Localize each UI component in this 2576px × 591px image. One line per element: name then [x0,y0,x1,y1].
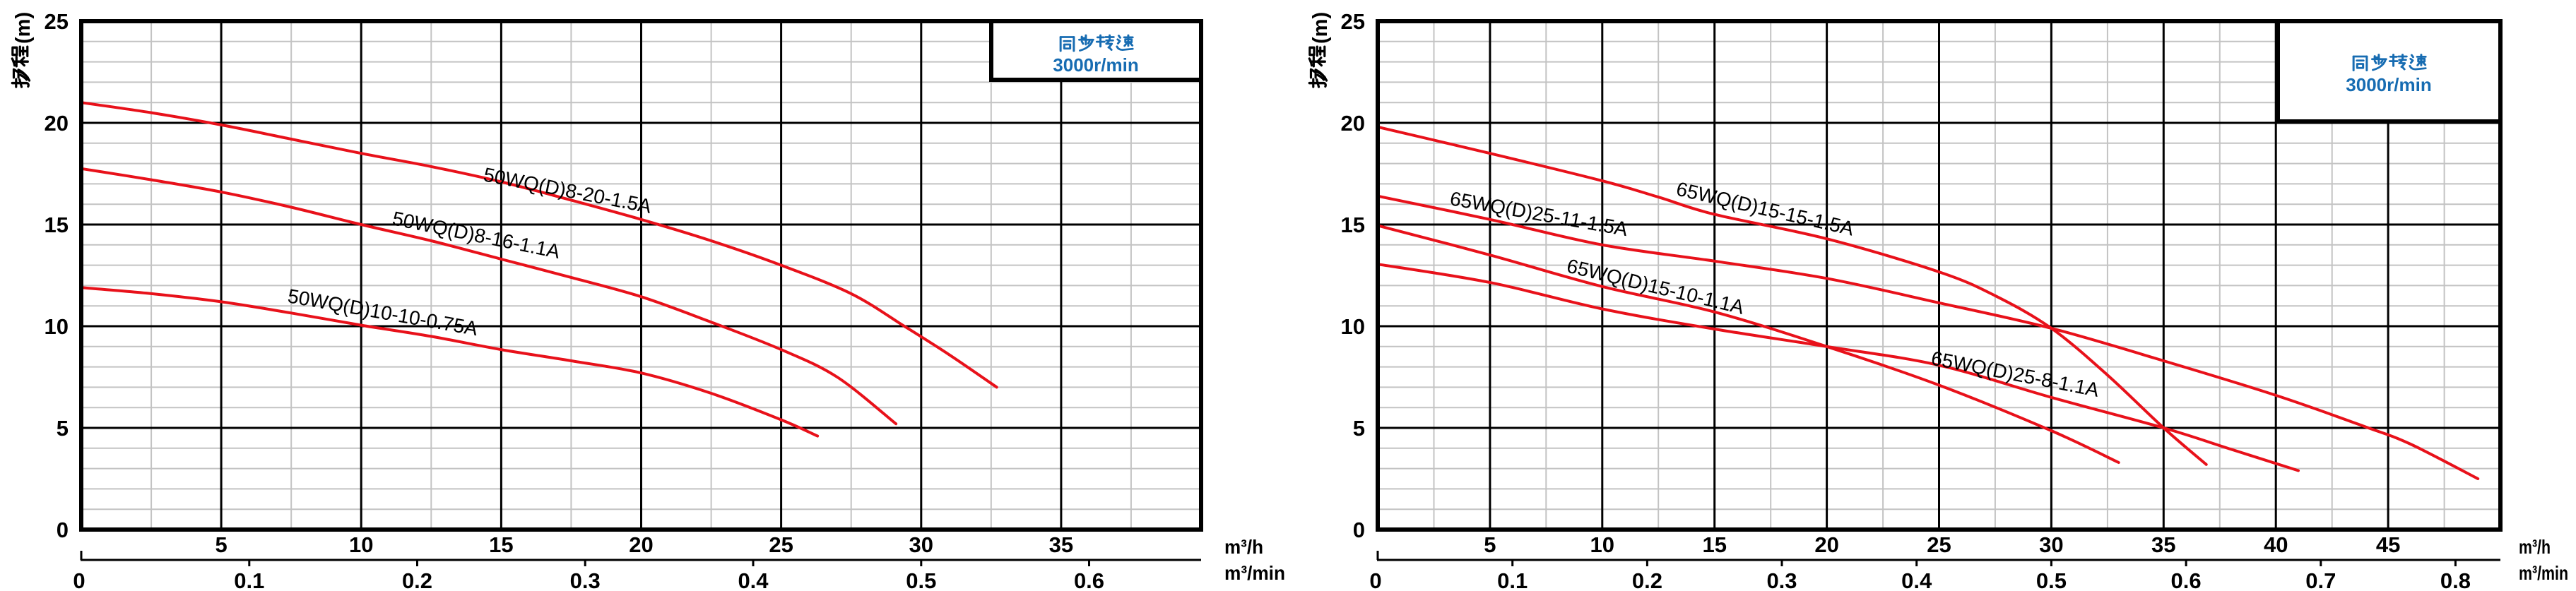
svg-text:25: 25 [45,9,69,34]
svg-text:0: 0 [1369,568,1381,591]
svg-text:m³/h: m³/h [2519,536,2551,558]
svg-text:5: 5 [215,532,227,557]
svg-text:0.4: 0.4 [1901,568,1932,591]
svg-text:m³/min: m³/min [2519,562,2568,584]
svg-text:20: 20 [629,532,653,557]
svg-text:0.2: 0.2 [1632,568,1662,591]
svg-text:35: 35 [2151,532,2175,557]
svg-text:0.5: 0.5 [906,568,936,591]
svg-text:0.1: 0.1 [1497,568,1528,591]
svg-text:(m): (m) [12,12,35,44]
svg-text:3000r/min: 3000r/min [2346,74,2431,95]
svg-text:0.8: 0.8 [2440,568,2471,591]
svg-text:0.1: 0.1 [234,568,264,591]
svg-text:3000r/min: 3000r/min [1053,54,1138,76]
svg-text:10: 10 [1341,314,1365,339]
svg-text:0: 0 [73,568,85,591]
svg-text:35: 35 [1049,532,1073,557]
svg-text:40: 40 [2264,532,2288,557]
svg-text:45: 45 [2376,532,2400,557]
svg-text:15: 15 [45,213,69,237]
svg-text:20: 20 [45,111,69,136]
svg-text:10: 10 [1590,532,1614,557]
svg-text:15: 15 [1341,213,1365,237]
svg-text:20: 20 [1814,532,1838,557]
svg-text:15: 15 [1702,532,1726,557]
svg-text:5: 5 [1484,532,1496,557]
svg-text:0.3: 0.3 [570,568,601,591]
svg-text:25: 25 [1341,9,1365,34]
svg-text:0: 0 [1353,518,1365,542]
svg-text:10: 10 [349,532,373,557]
svg-text:25: 25 [1927,532,1951,557]
svg-text:m³/h: m³/h [1224,536,1263,558]
svg-text:(m): (m) [1309,12,1332,44]
svg-text:10: 10 [45,314,69,339]
svg-text:30: 30 [2039,532,2063,557]
svg-text:0.4: 0.4 [738,568,769,591]
svg-text:5: 5 [57,416,69,441]
svg-text:0.6: 0.6 [2171,568,2202,591]
svg-text:5: 5 [1353,416,1365,441]
svg-text:0.5: 0.5 [2036,568,2067,591]
svg-text:20: 20 [1341,111,1365,136]
svg-text:15: 15 [489,532,513,557]
svg-text:30: 30 [909,532,933,557]
svg-text:m³/min: m³/min [1224,562,1285,584]
svg-text:0: 0 [57,518,69,542]
svg-text:0.7: 0.7 [2305,568,2336,591]
svg-text:0.6: 0.6 [1074,568,1104,591]
svg-text:25: 25 [769,532,793,557]
svg-text:0.3: 0.3 [1766,568,1797,591]
svg-text:0.2: 0.2 [402,568,432,591]
